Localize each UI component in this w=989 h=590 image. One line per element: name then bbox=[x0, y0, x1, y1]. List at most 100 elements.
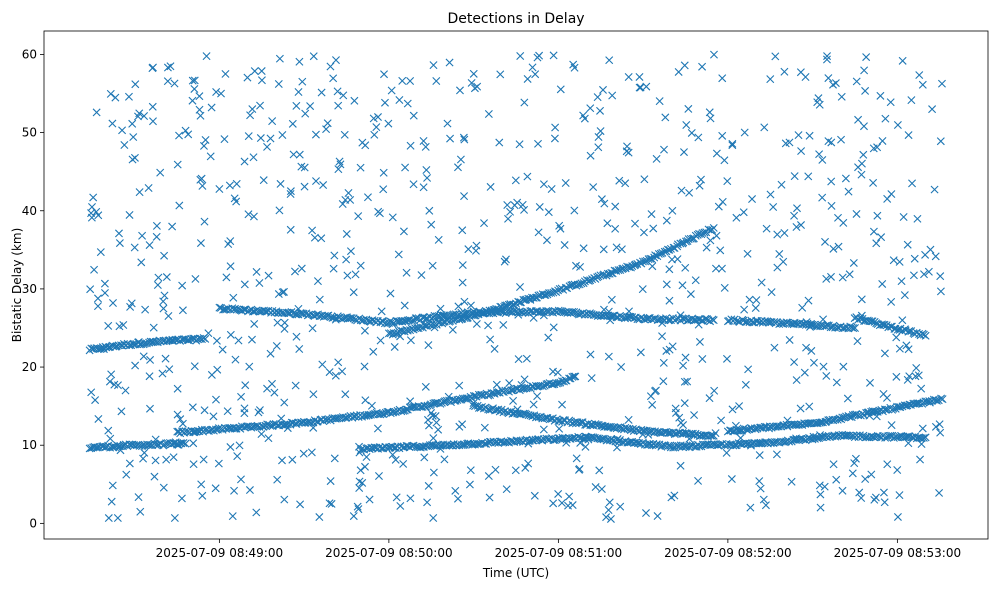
x-tick-label: 2025-07-09 08:52:00 bbox=[664, 546, 791, 560]
data-point bbox=[104, 514, 113, 523]
data-point bbox=[935, 488, 944, 497]
data-point bbox=[897, 277, 906, 286]
data-point bbox=[597, 195, 606, 204]
data-point bbox=[196, 239, 205, 248]
data-point bbox=[815, 150, 824, 159]
data-point bbox=[596, 312, 605, 321]
data-point bbox=[384, 119, 393, 128]
data-point bbox=[396, 332, 405, 341]
data-point bbox=[171, 335, 180, 344]
data-point bbox=[572, 454, 581, 463]
data-point bbox=[396, 501, 405, 510]
data-point bbox=[138, 231, 147, 240]
data-point bbox=[886, 98, 895, 107]
data-point bbox=[278, 131, 287, 139]
data-point bbox=[399, 227, 408, 236]
data-point bbox=[277, 414, 286, 423]
data-point bbox=[245, 486, 254, 495]
data-point bbox=[772, 450, 781, 459]
data-point bbox=[460, 394, 469, 403]
data-point bbox=[914, 371, 923, 380]
data-point bbox=[907, 96, 916, 105]
data-point bbox=[526, 294, 535, 303]
data-point bbox=[372, 123, 381, 132]
data-point bbox=[653, 512, 662, 521]
data-point bbox=[748, 195, 757, 204]
data-point bbox=[879, 320, 888, 329]
data-point bbox=[472, 241, 481, 250]
plot-area bbox=[85, 50, 947, 523]
data-point bbox=[670, 430, 679, 439]
data-point bbox=[388, 213, 397, 222]
data-point bbox=[928, 105, 937, 114]
data-point bbox=[87, 213, 96, 222]
data-point bbox=[792, 434, 801, 443]
data-point bbox=[563, 308, 572, 317]
data-point bbox=[360, 326, 369, 335]
data-point bbox=[832, 378, 841, 387]
data-point bbox=[936, 428, 945, 437]
data-point bbox=[792, 223, 801, 231]
data-point bbox=[184, 130, 193, 139]
data-point bbox=[675, 413, 684, 422]
data-point bbox=[206, 152, 215, 161]
data-point bbox=[458, 278, 467, 287]
data-point bbox=[936, 272, 945, 281]
data-point bbox=[380, 70, 389, 79]
data-point bbox=[797, 221, 805, 230]
data-point bbox=[751, 304, 760, 313]
data-point bbox=[886, 431, 895, 440]
x-tick-label: 2025-07-09 08:50:00 bbox=[325, 546, 452, 560]
data-point bbox=[257, 430, 266, 439]
data-point bbox=[849, 258, 858, 267]
data-point bbox=[873, 211, 882, 220]
data-point bbox=[851, 454, 860, 463]
data-point bbox=[668, 342, 677, 351]
data-point bbox=[311, 130, 320, 139]
data-point bbox=[445, 58, 454, 67]
data-point bbox=[854, 163, 863, 172]
data-point bbox=[376, 336, 385, 345]
data-point bbox=[151, 456, 160, 465]
data-point bbox=[514, 355, 523, 364]
data-point bbox=[611, 224, 620, 233]
data-point bbox=[115, 322, 124, 331]
data-point bbox=[586, 350, 595, 359]
data-point bbox=[878, 279, 887, 288]
data-point bbox=[807, 346, 816, 355]
data-point bbox=[599, 85, 607, 94]
data-point bbox=[769, 203, 778, 212]
data-point bbox=[307, 448, 316, 457]
data-point bbox=[604, 307, 613, 316]
data-point bbox=[455, 422, 464, 431]
data-point bbox=[350, 96, 359, 105]
data-point bbox=[561, 178, 570, 187]
data-point bbox=[908, 179, 917, 188]
data-point bbox=[596, 106, 605, 115]
data-point bbox=[181, 439, 190, 448]
data-point bbox=[136, 507, 145, 516]
data-point bbox=[917, 440, 926, 449]
data-point bbox=[327, 499, 336, 508]
data-point bbox=[560, 241, 569, 250]
data-point bbox=[250, 67, 259, 76]
data-point bbox=[175, 201, 184, 210]
data-point bbox=[211, 484, 220, 493]
data-point bbox=[421, 142, 430, 151]
data-point bbox=[402, 405, 411, 414]
data-point bbox=[861, 475, 870, 483]
data-point bbox=[240, 280, 249, 289]
data-point bbox=[176, 415, 185, 424]
data-point bbox=[453, 494, 462, 503]
data-point bbox=[432, 418, 441, 427]
data-point bbox=[832, 475, 841, 484]
data-point bbox=[857, 494, 866, 503]
data-point bbox=[225, 181, 234, 190]
data-point bbox=[495, 138, 504, 147]
data-point bbox=[521, 463, 530, 472]
data-point bbox=[445, 441, 454, 450]
data-point bbox=[178, 419, 187, 428]
data-point bbox=[484, 405, 493, 414]
data-point bbox=[317, 88, 326, 97]
data-point bbox=[713, 441, 722, 450]
